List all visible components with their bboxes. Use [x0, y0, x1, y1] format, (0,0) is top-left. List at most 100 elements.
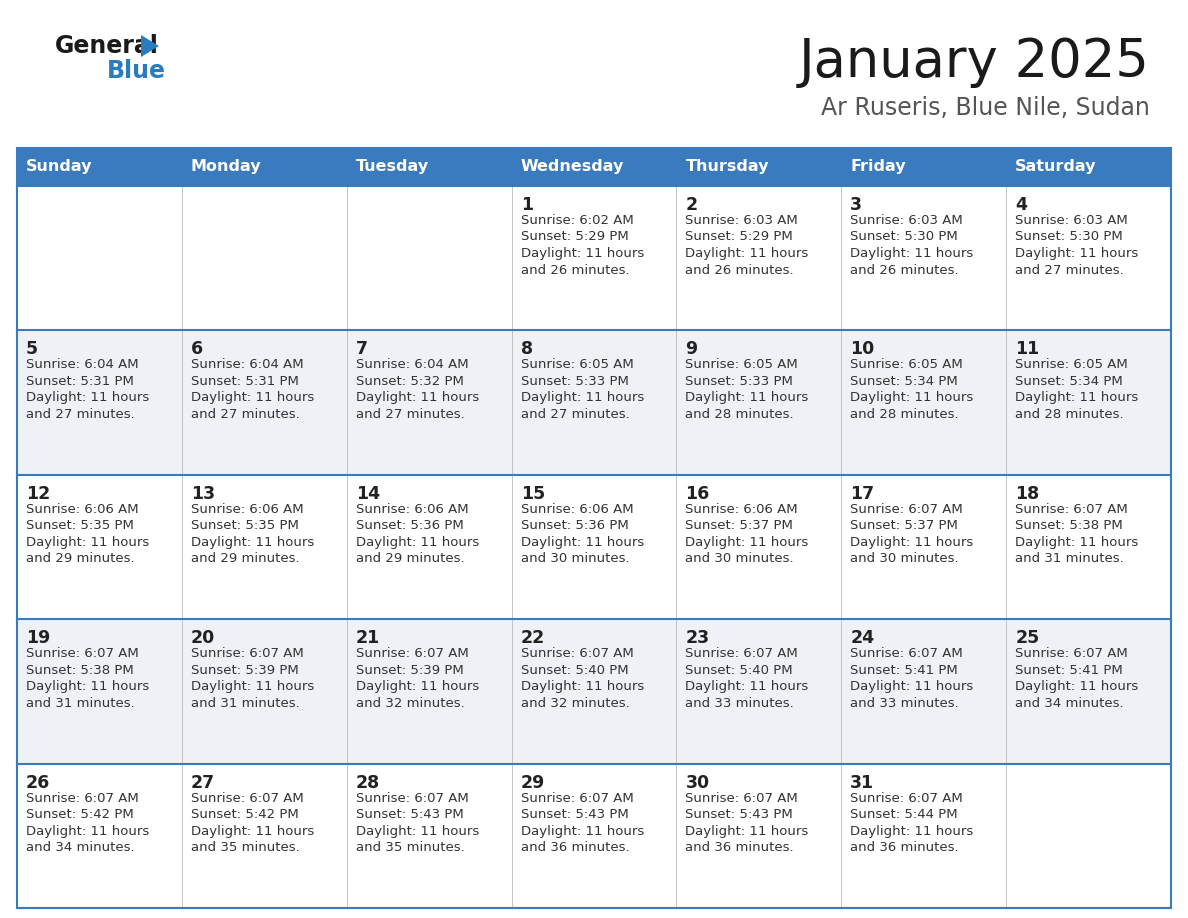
- Text: 29: 29: [520, 774, 545, 791]
- Text: and 31 minutes.: and 31 minutes.: [26, 697, 134, 710]
- Text: 13: 13: [191, 485, 215, 503]
- Text: 5: 5: [26, 341, 38, 358]
- Text: 15: 15: [520, 485, 545, 503]
- Text: and 27 minutes.: and 27 minutes.: [355, 408, 465, 420]
- Text: and 34 minutes.: and 34 minutes.: [26, 841, 134, 854]
- Text: Sunrise: 6:06 AM: Sunrise: 6:06 AM: [355, 503, 468, 516]
- Text: Sunset: 5:31 PM: Sunset: 5:31 PM: [191, 375, 298, 388]
- Bar: [17, 148, 1171, 186]
- Text: 11: 11: [1015, 341, 1040, 358]
- Text: Sunrise: 6:03 AM: Sunrise: 6:03 AM: [1015, 214, 1127, 227]
- Text: 2: 2: [685, 196, 697, 214]
- Text: 27: 27: [191, 774, 215, 791]
- Text: Daylight: 11 hours: Daylight: 11 hours: [685, 824, 809, 837]
- Text: Sunrise: 6:04 AM: Sunrise: 6:04 AM: [26, 358, 139, 372]
- Text: Sunrise: 6:07 AM: Sunrise: 6:07 AM: [851, 503, 963, 516]
- Text: General: General: [55, 34, 159, 58]
- Text: and 27 minutes.: and 27 minutes.: [26, 408, 134, 420]
- Text: 9: 9: [685, 341, 697, 358]
- Text: Daylight: 11 hours: Daylight: 11 hours: [520, 824, 644, 837]
- Text: 26: 26: [26, 774, 50, 791]
- Text: Sunset: 5:33 PM: Sunset: 5:33 PM: [685, 375, 794, 388]
- Text: Daylight: 11 hours: Daylight: 11 hours: [191, 536, 314, 549]
- Text: Daylight: 11 hours: Daylight: 11 hours: [851, 824, 973, 837]
- Text: Saturday: Saturday: [1015, 160, 1097, 174]
- Text: Sunrise: 6:06 AM: Sunrise: 6:06 AM: [685, 503, 798, 516]
- Text: 16: 16: [685, 485, 709, 503]
- Text: 21: 21: [355, 629, 380, 647]
- Text: Daylight: 11 hours: Daylight: 11 hours: [26, 391, 150, 405]
- Text: Sunset: 5:43 PM: Sunset: 5:43 PM: [520, 808, 628, 821]
- Text: Blue: Blue: [107, 59, 166, 83]
- Text: Sunrise: 6:05 AM: Sunrise: 6:05 AM: [851, 358, 963, 372]
- Text: Daylight: 11 hours: Daylight: 11 hours: [685, 536, 809, 549]
- Text: Sunset: 5:36 PM: Sunset: 5:36 PM: [355, 520, 463, 532]
- Text: 8: 8: [520, 341, 532, 358]
- Text: Daylight: 11 hours: Daylight: 11 hours: [851, 536, 973, 549]
- Text: 12: 12: [26, 485, 50, 503]
- Text: Sunset: 5:43 PM: Sunset: 5:43 PM: [685, 808, 794, 821]
- Text: Sunset: 5:35 PM: Sunset: 5:35 PM: [191, 520, 298, 532]
- Text: 28: 28: [355, 774, 380, 791]
- Text: Sunset: 5:36 PM: Sunset: 5:36 PM: [520, 520, 628, 532]
- Text: Sunset: 5:34 PM: Sunset: 5:34 PM: [851, 375, 958, 388]
- Text: Daylight: 11 hours: Daylight: 11 hours: [191, 391, 314, 405]
- Text: Daylight: 11 hours: Daylight: 11 hours: [520, 391, 644, 405]
- Text: Sunrise: 6:07 AM: Sunrise: 6:07 AM: [26, 791, 139, 804]
- Text: Sunrise: 6:07 AM: Sunrise: 6:07 AM: [520, 791, 633, 804]
- Text: and 26 minutes.: and 26 minutes.: [851, 263, 959, 276]
- Text: 6: 6: [191, 341, 203, 358]
- Text: Sunrise: 6:06 AM: Sunrise: 6:06 AM: [520, 503, 633, 516]
- Text: Sunset: 5:30 PM: Sunset: 5:30 PM: [851, 230, 958, 243]
- Text: Ar Ruseris, Blue Nile, Sudan: Ar Ruseris, Blue Nile, Sudan: [821, 96, 1150, 120]
- Text: and 27 minutes.: and 27 minutes.: [1015, 263, 1124, 276]
- Text: Daylight: 11 hours: Daylight: 11 hours: [355, 536, 479, 549]
- Text: January 2025: January 2025: [800, 36, 1150, 88]
- Text: Thursday: Thursday: [685, 160, 769, 174]
- Text: Sunrise: 6:06 AM: Sunrise: 6:06 AM: [191, 503, 303, 516]
- Text: Monday: Monday: [191, 160, 261, 174]
- Text: and 27 minutes.: and 27 minutes.: [520, 408, 630, 420]
- Text: and 29 minutes.: and 29 minutes.: [355, 553, 465, 565]
- Text: Sunrise: 6:05 AM: Sunrise: 6:05 AM: [685, 358, 798, 372]
- Text: 30: 30: [685, 774, 709, 791]
- Text: Sunset: 5:29 PM: Sunset: 5:29 PM: [685, 230, 794, 243]
- Text: Daylight: 11 hours: Daylight: 11 hours: [851, 680, 973, 693]
- Text: and 30 minutes.: and 30 minutes.: [851, 553, 959, 565]
- Text: and 36 minutes.: and 36 minutes.: [685, 841, 794, 854]
- Text: and 26 minutes.: and 26 minutes.: [685, 263, 794, 276]
- Text: Sunrise: 6:07 AM: Sunrise: 6:07 AM: [1015, 503, 1127, 516]
- Text: and 30 minutes.: and 30 minutes.: [685, 553, 794, 565]
- Text: 20: 20: [191, 629, 215, 647]
- Text: and 26 minutes.: and 26 minutes.: [520, 263, 630, 276]
- Text: Sunrise: 6:07 AM: Sunrise: 6:07 AM: [520, 647, 633, 660]
- Text: Sunrise: 6:04 AM: Sunrise: 6:04 AM: [191, 358, 303, 372]
- Text: Sunset: 5:39 PM: Sunset: 5:39 PM: [355, 664, 463, 677]
- Text: Sunset: 5:42 PM: Sunset: 5:42 PM: [191, 808, 298, 821]
- Text: Daylight: 11 hours: Daylight: 11 hours: [685, 680, 809, 693]
- Text: Sunrise: 6:07 AM: Sunrise: 6:07 AM: [685, 791, 798, 804]
- Text: Sunset: 5:29 PM: Sunset: 5:29 PM: [520, 230, 628, 243]
- Text: 22: 22: [520, 629, 545, 647]
- Bar: [17, 764, 1171, 908]
- Text: Sunset: 5:30 PM: Sunset: 5:30 PM: [1015, 230, 1123, 243]
- Bar: [17, 620, 1171, 764]
- Bar: [17, 330, 1171, 475]
- Text: Daylight: 11 hours: Daylight: 11 hours: [355, 391, 479, 405]
- Text: Daylight: 11 hours: Daylight: 11 hours: [851, 247, 973, 260]
- Text: Sunset: 5:31 PM: Sunset: 5:31 PM: [26, 375, 134, 388]
- Text: Daylight: 11 hours: Daylight: 11 hours: [26, 824, 150, 837]
- Text: 7: 7: [355, 341, 368, 358]
- Text: Sunset: 5:41 PM: Sunset: 5:41 PM: [1015, 664, 1123, 677]
- Text: and 32 minutes.: and 32 minutes.: [355, 697, 465, 710]
- Text: Tuesday: Tuesday: [355, 160, 429, 174]
- Text: Daylight: 11 hours: Daylight: 11 hours: [685, 247, 809, 260]
- Text: 14: 14: [355, 485, 380, 503]
- Text: Sunset: 5:40 PM: Sunset: 5:40 PM: [685, 664, 794, 677]
- Text: Sunset: 5:38 PM: Sunset: 5:38 PM: [1015, 520, 1123, 532]
- Text: and 30 minutes.: and 30 minutes.: [520, 553, 630, 565]
- Text: and 32 minutes.: and 32 minutes.: [520, 697, 630, 710]
- Text: Daylight: 11 hours: Daylight: 11 hours: [520, 247, 644, 260]
- Polygon shape: [141, 35, 159, 57]
- Text: Sunset: 5:41 PM: Sunset: 5:41 PM: [851, 664, 958, 677]
